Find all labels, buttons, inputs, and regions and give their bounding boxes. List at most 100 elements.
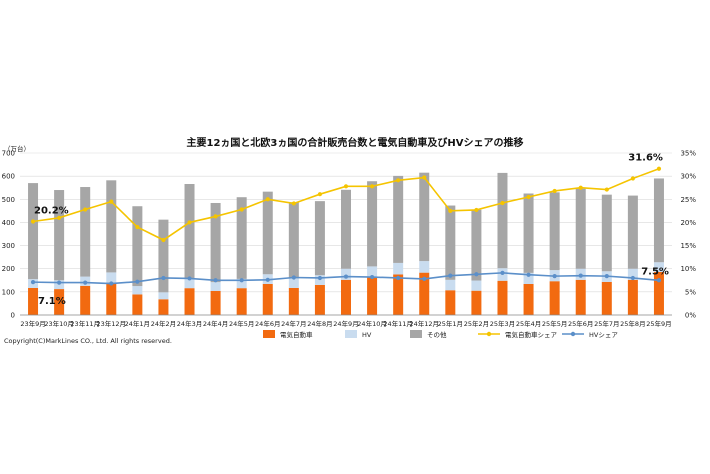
bar	[445, 279, 456, 291]
bar	[314, 201, 325, 276]
bar	[549, 192, 560, 271]
bar	[575, 188, 586, 269]
legend-swatch	[263, 330, 275, 338]
bar	[653, 271, 664, 315]
x-tick-label: 23年12月	[97, 319, 127, 328]
line-point	[656, 166, 662, 171]
x-tick-label: 24年6月	[255, 319, 280, 328]
legend-label: その他	[427, 330, 447, 339]
bar	[341, 279, 351, 315]
x-tick-label: 25年3月	[490, 319, 515, 328]
bar	[184, 184, 195, 279]
line-point	[135, 279, 140, 284]
bar	[54, 190, 65, 281]
bar	[236, 278, 247, 289]
y2-tick-label: 35%	[680, 150, 696, 158]
line-point	[30, 219, 36, 224]
line-point	[83, 207, 88, 212]
bar	[288, 278, 299, 288]
x-tick-label: 25年9月	[646, 319, 671, 328]
bars	[28, 172, 664, 315]
y2-tick-label: 25%	[680, 196, 696, 204]
legend-swatch	[410, 330, 422, 338]
bar	[393, 175, 404, 263]
bar	[627, 279, 638, 315]
x-tick-label: 25年7月	[594, 319, 619, 328]
bar	[601, 281, 612, 315]
line-point	[656, 278, 662, 283]
line-point	[369, 274, 375, 280]
y2-tick-label: 5%	[685, 288, 696, 296]
y-axis-ticks: 0 100 200 300 400 500 600 700	[2, 150, 15, 320]
bar	[523, 193, 534, 273]
line-point	[604, 187, 609, 192]
line-point	[552, 274, 557, 279]
line-point	[396, 178, 401, 183]
gridlines	[20, 152, 672, 293]
bar	[184, 288, 195, 315]
annotation-label: 31.6%	[628, 153, 663, 164]
line-point	[578, 273, 583, 278]
x-tick-label: 25年6月	[568, 319, 593, 328]
bar	[210, 282, 221, 291]
line-point	[396, 275, 401, 281]
line-point	[474, 207, 479, 213]
bar	[158, 299, 169, 315]
bar	[106, 180, 117, 273]
bar	[106, 272, 117, 283]
bar	[54, 289, 65, 315]
annotation-label: 7.1%	[38, 296, 66, 307]
x-tick-label: 24年8月	[307, 319, 332, 328]
bar	[523, 283, 534, 315]
bar	[106, 282, 117, 315]
line-point	[213, 278, 218, 283]
y2-axis-ticks: 0% 5% 10% 15% 20% 25% 30% 35%	[680, 150, 696, 320]
bar	[549, 281, 560, 315]
x-tick-label: 23年9月	[20, 319, 45, 328]
y-tick-label: 700	[2, 150, 15, 158]
bar	[497, 172, 508, 269]
x-tick-label: 24年11月	[383, 319, 413, 328]
line-point	[109, 199, 114, 204]
bar	[419, 272, 430, 315]
bar	[471, 280, 482, 291]
x-tick-label: 24年4月	[203, 319, 228, 328]
y-tick-label: 200	[2, 265, 15, 273]
bar	[288, 287, 299, 315]
legend-marker	[570, 331, 576, 337]
bar	[132, 206, 143, 287]
annotations: 20.2% 7.1% 31.6% 7.5%	[34, 153, 669, 307]
x-tick-label: 24年1月	[125, 319, 150, 328]
line-point	[291, 201, 296, 206]
x-tick-label: 23年10月	[44, 319, 74, 328]
bar	[158, 292, 169, 300]
x-tick-label: 25年2月	[464, 319, 489, 328]
line-point	[448, 273, 453, 278]
bar	[132, 286, 143, 295]
bar	[627, 195, 638, 269]
legend-label: HVシェア	[589, 331, 618, 339]
bar	[158, 219, 169, 293]
line-point	[187, 220, 192, 225]
legend-marker	[486, 331, 492, 337]
bar	[393, 262, 404, 275]
line-point	[30, 280, 36, 285]
bar	[471, 290, 482, 315]
lines	[30, 166, 662, 286]
y-axis-label: （万台）	[4, 144, 30, 153]
bar	[341, 189, 351, 269]
y2-tick-label: 15%	[680, 242, 696, 250]
line-point	[343, 274, 349, 279]
y2-tick-label: 30%	[680, 173, 696, 181]
line-point	[343, 184, 349, 189]
x-tick-label: 24年5月	[229, 319, 254, 328]
y-tick-label: 0	[11, 312, 15, 320]
line-point	[500, 200, 505, 206]
bar	[393, 274, 404, 315]
line-point	[604, 274, 609, 279]
bar	[132, 294, 143, 315]
y2-tick-label: 20%	[680, 219, 696, 227]
bar	[471, 209, 482, 281]
